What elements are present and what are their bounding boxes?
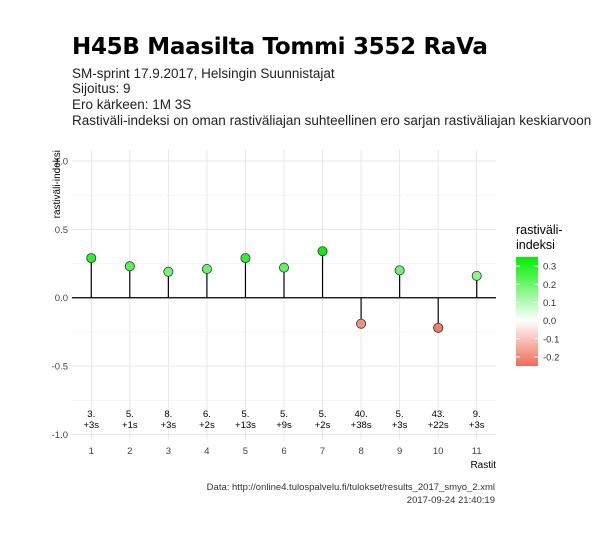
annotation-rank-6: 5. — [280, 409, 288, 420]
annotation-rank-9: 5. — [396, 409, 404, 420]
annotation-diff-8: +38s — [351, 420, 372, 431]
legend-title-line-2: indeksi — [516, 238, 555, 252]
x-tick-label: 2 — [127, 446, 132, 457]
annotation-diff-7: +2s — [315, 420, 331, 431]
annotation-rank-8: 40. — [354, 409, 367, 420]
x-tick-label: 11 — [472, 446, 482, 457]
annotation-diff-1: +3s — [83, 420, 99, 431]
x-axis-title: Rastit — [470, 460, 496, 471]
timestamp-caption: 2017-09-24 21:40:19 — [406, 495, 495, 506]
annotation-diff-6: +9s — [276, 420, 292, 431]
legend-tick-label: 0.1 — [543, 298, 556, 309]
x-tick-label: 7 — [320, 446, 325, 457]
data-point-3 — [163, 266, 174, 277]
subtitle-gap: Ero kärkeen: 1M 3S — [72, 97, 192, 112]
x-tick-label: 8 — [358, 446, 363, 457]
annotation-diff-9: +3s — [392, 420, 408, 431]
x-tick-label: 5 — [243, 446, 248, 457]
axes: -1.0 -0.5 0.0 0.5 1.0 1 2 3 4 5 6 7 8 9 10 11 Rastit rast… — [52, 150, 497, 471]
annotation-diff-10: +22s — [428, 420, 449, 431]
x-tick-label: 6 — [281, 446, 286, 457]
annotation-rank-2: 5. — [126, 409, 134, 420]
y-tick-label: -1.0 — [52, 430, 68, 441]
annotation-diff-11: +3s — [469, 420, 485, 431]
data-point-10 — [433, 322, 444, 333]
data-point-6 — [278, 262, 289, 273]
data-point-8 — [356, 318, 367, 329]
color-legend: rastiväli-indeksi 0.3 0.2 0.1 0.0 -0.1 -0.2 — [516, 223, 563, 366]
legend-tick-label: 0.3 — [543, 262, 556, 273]
annotation-rank-5: 5. — [241, 409, 249, 420]
x-tick-label: 10 — [433, 446, 444, 457]
x-tick-label: 4 — [204, 446, 209, 457]
annotation-rank-4: 6. — [203, 409, 211, 420]
annotation-rank-11: 9. — [473, 409, 481, 420]
annotation-rank-10: 43. — [432, 409, 445, 420]
annotations: 3.+3s5.+1s8.+3s6.+2s5.+13s5.+9s5.+2s40.+… — [83, 409, 484, 431]
legend-tick-label: 0.0 — [543, 316, 556, 327]
annotation-rank-1: 3. — [87, 409, 95, 420]
subtitle-placement: Sijoitus: 9 — [72, 81, 131, 96]
annotation-diff-5: +13s — [235, 420, 256, 431]
x-tick-label: 9 — [397, 446, 402, 457]
subtitle-event: SM-sprint 17.9.2017, Helsingin Suunnista… — [72, 66, 335, 81]
data-source-caption: Data: http://online4.tulospalvelu.fi/tul… — [206, 482, 495, 493]
annotation-rank-3: 8. — [164, 409, 172, 420]
y-tick-label: 1.0 — [55, 156, 68, 167]
data-point-5 — [240, 253, 251, 264]
subtitle-description: Rastiväli-indeksi on oman rastiväliajan … — [72, 113, 592, 128]
y-tick-label: 0.5 — [55, 225, 68, 236]
legend-title-line-1: rastiväli- — [516, 223, 563, 237]
data-point-1 — [86, 253, 97, 264]
data-point-7 — [317, 246, 328, 257]
data-point-11 — [471, 270, 482, 281]
x-tick-label: 3 — [166, 446, 171, 457]
data-point-2 — [124, 261, 135, 272]
y-axis-title: rastiväli-indeksi — [52, 150, 63, 218]
data-points — [86, 246, 482, 333]
y-tick-label: 0.0 — [55, 293, 68, 304]
annotation-diff-3: +3s — [161, 420, 177, 431]
chart-title: H45B Maasilta Tommi 3552 RaVa — [72, 34, 488, 60]
y-tick-label: -0.5 — [52, 362, 68, 373]
data-point-4 — [201, 264, 212, 275]
legend-tick-label: 0.2 — [543, 280, 556, 291]
data-point-9 — [394, 265, 405, 276]
annotation-diff-4: +2s — [199, 420, 215, 431]
annotation-diff-2: +1s — [122, 420, 138, 431]
x-tick-label: 1 — [89, 446, 94, 457]
legend-tick-label: -0.1 — [543, 334, 559, 345]
annotation-rank-7: 5. — [319, 409, 327, 420]
legend-color-bar — [516, 257, 538, 366]
legend-tick-label: -0.2 — [543, 352, 559, 363]
